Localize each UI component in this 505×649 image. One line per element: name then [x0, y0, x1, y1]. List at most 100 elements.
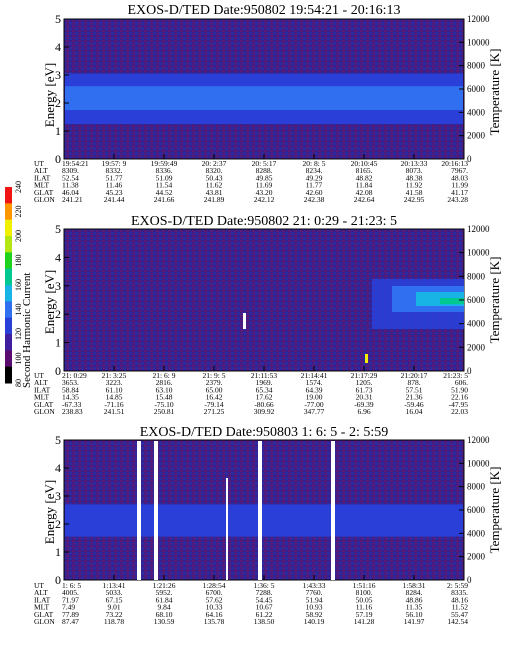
bright-spot: [365, 354, 368, 363]
table-cell: 11.46: [106, 181, 123, 190]
y2-tick-label: 12000: [467, 14, 490, 24]
colorbar-block: [5, 317, 12, 335]
colorbar-block: [5, 219, 12, 237]
table-cell: 77.89: [62, 610, 79, 619]
table-cell: 61.22: [256, 610, 273, 619]
y2-tick-label: 0: [467, 575, 472, 585]
y-tick-label: 4: [55, 250, 61, 264]
table-cell: 22.16: [451, 393, 468, 402]
colorbar-block: [5, 285, 12, 302]
y2-tick-label: 8000: [467, 61, 486, 71]
table-cell: 1:36: 5: [253, 581, 274, 590]
table-cell: 41.17: [451, 188, 468, 197]
table-cell: 57.19: [356, 610, 373, 619]
table-cell: 140.19: [304, 617, 325, 626]
table-cell: 87.47: [62, 617, 79, 626]
table-cell: 243.28: [447, 195, 468, 204]
colorbar-block: [5, 268, 12, 286]
row-label: ALT: [34, 166, 48, 175]
table-cell: 7760.: [306, 588, 323, 597]
table-cell: 22.03: [451, 407, 468, 416]
table-cell: 8100.: [356, 588, 373, 597]
table-cell: 11.35: [406, 603, 423, 612]
table-cell: 58.84: [62, 385, 79, 394]
colorbar-block: [5, 187, 12, 204]
table-cell: 8284.: [406, 588, 423, 597]
table-cell: 21: 0:29: [62, 371, 87, 380]
table-cell: 65.00: [206, 385, 223, 394]
row-label: UT: [34, 371, 44, 380]
table-cell: 3223.: [106, 378, 123, 387]
table-cell: 8336.: [156, 166, 173, 175]
table-cell: 1:28:54: [203, 581, 226, 590]
table-cell: 65.34: [256, 385, 273, 394]
table-cell: 135.78: [204, 617, 225, 626]
row-label: GLAT: [34, 610, 54, 619]
table-cell: 11.77: [306, 181, 323, 190]
table-cell: 142.54: [447, 617, 468, 626]
table-cell: 8073.: [406, 166, 423, 175]
colorbar-block: [5, 252, 12, 270]
energy-band: [65, 504, 463, 537]
table-cell: 1:13:41: [103, 581, 126, 590]
table-cell: 241.66: [154, 195, 175, 204]
table-cell: 2379.: [206, 378, 223, 387]
table-cell: 57.51: [406, 385, 423, 394]
table-cell: 8332.: [106, 166, 123, 175]
table-cell: 21:20:17: [401, 371, 428, 380]
panel-title: EXOS-D/TED Date:950802 19:54:21 - 20:16:…: [128, 3, 401, 18]
table-cell: 11.54: [156, 181, 173, 190]
y2-axis-label: Temperature [K]: [487, 257, 502, 344]
y2-axis-ticks: 0 2000 4000 6000 8000 10000 12000: [459, 224, 490, 376]
table-cell: 2: 5:59: [447, 581, 468, 590]
table-cell: 10.93: [306, 603, 323, 612]
table-cell: 8335.: [451, 588, 468, 597]
table-cell: 5952.: [156, 588, 173, 597]
table-cell: 67.15: [106, 595, 123, 604]
y-tick-label: 5: [55, 433, 61, 447]
table-cell: 11.84: [356, 181, 373, 190]
table-cell: 20.31: [356, 393, 373, 402]
table-cell: -79.14: [204, 400, 224, 409]
table-cell: 606.: [455, 378, 468, 387]
table-cell: 9.01: [107, 603, 120, 612]
table-cell: 48.86: [406, 595, 423, 604]
table-cell: 242.95: [404, 195, 425, 204]
table-cell: 61.73: [356, 385, 373, 394]
colorbar-tick-label: 140: [14, 304, 23, 316]
table-cell: 130.59: [154, 617, 175, 626]
table-cell: 49.29: [306, 173, 323, 182]
table-cell: 16.42: [206, 393, 223, 402]
row-label: GLON: [34, 407, 55, 416]
colorbar-tick-label: 120: [14, 328, 23, 340]
table-cell: 49.85: [256, 173, 273, 182]
colorbar-block: [5, 203, 12, 221]
y-tick-label: 1: [55, 336, 61, 350]
panel-2: EXOS-D/TED Date:950802 21: 0:29 - 21:23:…: [34, 214, 502, 416]
table-cell: 1969.: [256, 378, 273, 387]
table-cell: 4005.: [62, 588, 79, 597]
table-cell: -80.66: [254, 400, 274, 409]
y-axis-ticks: 0 1 2 3 4 5: [55, 12, 69, 166]
table-cell: 20:16:13: [441, 159, 468, 168]
y-tick-label: 5: [55, 12, 61, 26]
table-cell: 64.39: [306, 385, 323, 394]
table-cell: 63.10: [156, 385, 173, 394]
table-cell: 347.77: [304, 407, 325, 416]
ephemeris-table: UTALTILATMLTGLATGLON19:54:218309.52.5411…: [34, 154, 468, 204]
table-cell: 242.12: [254, 195, 275, 204]
table-cell: 241.21: [62, 195, 83, 204]
table-cell: 5033.: [106, 588, 123, 597]
y2-tick-label: 4000: [467, 319, 486, 329]
colorbar-tick-label: 160: [14, 279, 23, 291]
colorbar-tick-label: 200: [14, 230, 23, 242]
colorbar-block: [5, 350, 12, 368]
table-cell: 44.52: [156, 188, 173, 197]
y2-tick-label: 0: [467, 366, 472, 376]
table-cell: 21:23: 5: [443, 371, 468, 380]
y-tick-label: 2: [55, 96, 61, 110]
table-cell: 15.48: [156, 393, 173, 402]
